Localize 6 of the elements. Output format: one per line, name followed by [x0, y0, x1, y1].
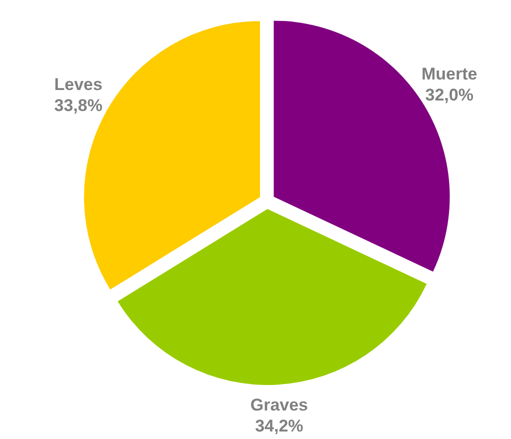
slice-label: Graves [250, 396, 308, 415]
slice-label: Muerte [422, 64, 478, 84]
data-label: 34,2% [255, 416, 304, 436]
slice-label: Leves [54, 74, 102, 94]
data-label: 32,0% [425, 85, 474, 104]
data-label: 33,8% [54, 96, 102, 115]
